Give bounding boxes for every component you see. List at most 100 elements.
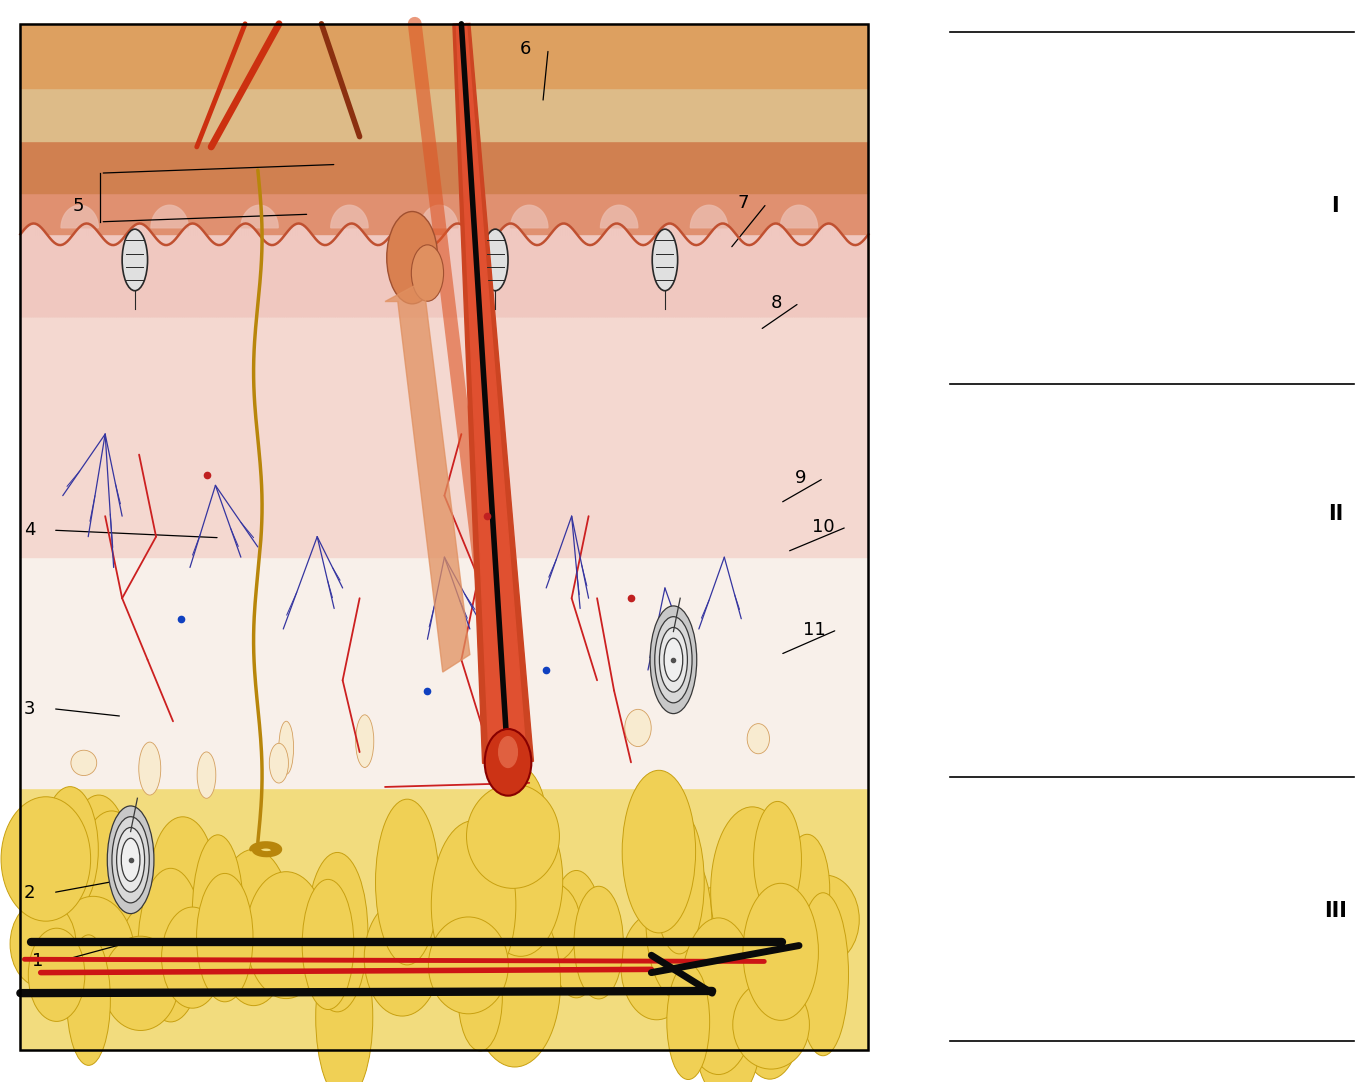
Polygon shape xyxy=(456,24,527,763)
Ellipse shape xyxy=(138,869,204,1021)
Text: 8: 8 xyxy=(771,294,782,312)
Ellipse shape xyxy=(111,817,149,902)
Ellipse shape xyxy=(107,806,153,913)
Ellipse shape xyxy=(550,871,603,998)
Polygon shape xyxy=(600,206,638,228)
Polygon shape xyxy=(61,206,99,228)
Text: III: III xyxy=(1324,901,1346,921)
Ellipse shape xyxy=(791,875,859,964)
Ellipse shape xyxy=(246,872,326,999)
Text: 2: 2 xyxy=(24,884,35,901)
Ellipse shape xyxy=(42,787,98,912)
Polygon shape xyxy=(453,24,533,764)
Polygon shape xyxy=(331,206,368,228)
Ellipse shape xyxy=(356,715,373,767)
Ellipse shape xyxy=(624,710,651,747)
Ellipse shape xyxy=(693,947,763,1082)
Ellipse shape xyxy=(784,834,829,945)
Ellipse shape xyxy=(117,828,145,892)
Ellipse shape xyxy=(9,900,76,988)
Ellipse shape xyxy=(735,928,805,1079)
Ellipse shape xyxy=(307,853,368,1012)
Ellipse shape xyxy=(316,935,373,1082)
Ellipse shape xyxy=(459,942,502,1051)
Ellipse shape xyxy=(28,928,85,1021)
Ellipse shape xyxy=(121,839,140,882)
Ellipse shape xyxy=(197,752,216,799)
Ellipse shape xyxy=(733,980,809,1069)
Ellipse shape xyxy=(52,896,134,1018)
Ellipse shape xyxy=(653,229,677,291)
Text: 1: 1 xyxy=(33,952,43,969)
Ellipse shape xyxy=(193,835,243,989)
Polygon shape xyxy=(385,281,470,672)
Ellipse shape xyxy=(66,935,110,1066)
Ellipse shape xyxy=(711,807,794,976)
Text: 9: 9 xyxy=(795,470,806,487)
Ellipse shape xyxy=(77,810,147,958)
Ellipse shape xyxy=(411,245,444,301)
Ellipse shape xyxy=(151,817,214,938)
Ellipse shape xyxy=(479,804,563,956)
Ellipse shape xyxy=(164,895,254,979)
Ellipse shape xyxy=(650,606,696,714)
Ellipse shape xyxy=(499,737,517,767)
Polygon shape xyxy=(780,206,817,228)
Ellipse shape xyxy=(303,880,354,1010)
Ellipse shape xyxy=(483,229,508,291)
Ellipse shape xyxy=(1,796,91,921)
Text: 4: 4 xyxy=(24,522,35,539)
Ellipse shape xyxy=(654,812,704,954)
Polygon shape xyxy=(510,206,548,228)
Ellipse shape xyxy=(376,800,438,965)
Polygon shape xyxy=(151,206,189,228)
Ellipse shape xyxy=(122,229,148,291)
Ellipse shape xyxy=(364,900,440,1016)
Text: 10: 10 xyxy=(813,518,835,536)
Text: 11: 11 xyxy=(803,621,825,638)
Ellipse shape xyxy=(71,750,96,776)
Ellipse shape xyxy=(798,893,848,1056)
Ellipse shape xyxy=(66,795,132,944)
Ellipse shape xyxy=(622,770,696,933)
Ellipse shape xyxy=(622,912,692,1020)
Polygon shape xyxy=(421,206,457,228)
Ellipse shape xyxy=(753,802,802,918)
Ellipse shape xyxy=(470,898,560,1067)
Ellipse shape xyxy=(517,882,581,964)
Ellipse shape xyxy=(660,628,688,692)
Ellipse shape xyxy=(654,617,692,703)
Ellipse shape xyxy=(574,886,623,999)
Ellipse shape xyxy=(387,211,438,304)
Ellipse shape xyxy=(269,743,289,783)
Ellipse shape xyxy=(748,724,769,754)
Text: 3: 3 xyxy=(24,700,35,717)
Text: II: II xyxy=(1327,504,1343,524)
Text: 5: 5 xyxy=(73,197,84,214)
Text: I: I xyxy=(1331,196,1339,215)
Ellipse shape xyxy=(484,729,532,795)
Ellipse shape xyxy=(678,886,764,980)
Ellipse shape xyxy=(161,907,224,1008)
Ellipse shape xyxy=(664,638,683,682)
Ellipse shape xyxy=(432,820,516,990)
Bar xyxy=(20,24,868,1050)
Ellipse shape xyxy=(278,722,293,775)
Ellipse shape xyxy=(646,846,712,1000)
Ellipse shape xyxy=(138,742,160,795)
Ellipse shape xyxy=(118,905,176,1015)
Ellipse shape xyxy=(742,883,818,1020)
Ellipse shape xyxy=(680,918,757,1074)
Polygon shape xyxy=(242,206,278,228)
Ellipse shape xyxy=(197,873,252,1002)
Ellipse shape xyxy=(494,768,548,900)
Polygon shape xyxy=(691,206,727,228)
Ellipse shape xyxy=(467,784,559,888)
Text: 6: 6 xyxy=(520,40,531,57)
Ellipse shape xyxy=(737,916,802,1065)
Ellipse shape xyxy=(666,964,710,1080)
Ellipse shape xyxy=(216,849,292,1005)
Ellipse shape xyxy=(429,916,509,1014)
Text: 7: 7 xyxy=(738,195,749,212)
Ellipse shape xyxy=(103,936,179,1030)
